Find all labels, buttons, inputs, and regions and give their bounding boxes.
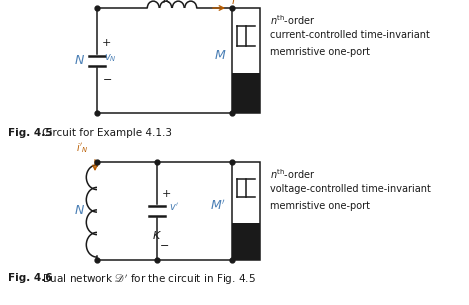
Text: $-$: $-$: [159, 239, 169, 249]
Text: current-controlled time-invariant: current-controlled time-invariant: [270, 30, 430, 40]
Text: voltage-controlled time-invariant: voltage-controlled time-invariant: [270, 184, 431, 194]
Bar: [232, 73, 260, 113]
Text: Fig. 4.6: Fig. 4.6: [8, 273, 53, 283]
Bar: [232, 223, 260, 260]
Text: Fig. 4.5: Fig. 4.5: [8, 128, 53, 138]
Text: Circuit for Example 4.1.3: Circuit for Example 4.1.3: [42, 128, 172, 138]
Text: $K$: $K$: [152, 229, 162, 241]
Text: $M$: $M$: [213, 49, 226, 62]
Text: $n^{\mathrm{th}}$-order: $n^{\mathrm{th}}$-order: [270, 167, 316, 181]
Text: $n^{\mathrm{th}}$-order: $n^{\mathrm{th}}$-order: [270, 13, 316, 27]
Text: $K$: $K$: [162, 0, 172, 5]
Text: $v_N$: $v_N$: [104, 52, 117, 64]
Bar: [232, 162, 260, 260]
Text: memristive one-port: memristive one-port: [270, 201, 370, 211]
Text: memristive one-port: memristive one-port: [270, 47, 370, 57]
Text: $i$: $i$: [231, 0, 236, 6]
Text: $i'_N$: $i'_N$: [76, 141, 89, 155]
Text: +: +: [162, 189, 171, 199]
Text: $M'$: $M'$: [210, 199, 226, 213]
Bar: [232, 8, 260, 113]
Text: $-$: $-$: [102, 73, 112, 82]
Text: Dual network $\mathscr{D}^{\prime}$ for the circuit in Fig. 4.5: Dual network $\mathscr{D}^{\prime}$ for …: [42, 273, 256, 287]
Text: +: +: [102, 38, 111, 48]
Text: $N$: $N$: [74, 204, 85, 217]
Text: $v'$: $v'$: [169, 201, 179, 213]
Text: $N$: $N$: [74, 54, 85, 67]
